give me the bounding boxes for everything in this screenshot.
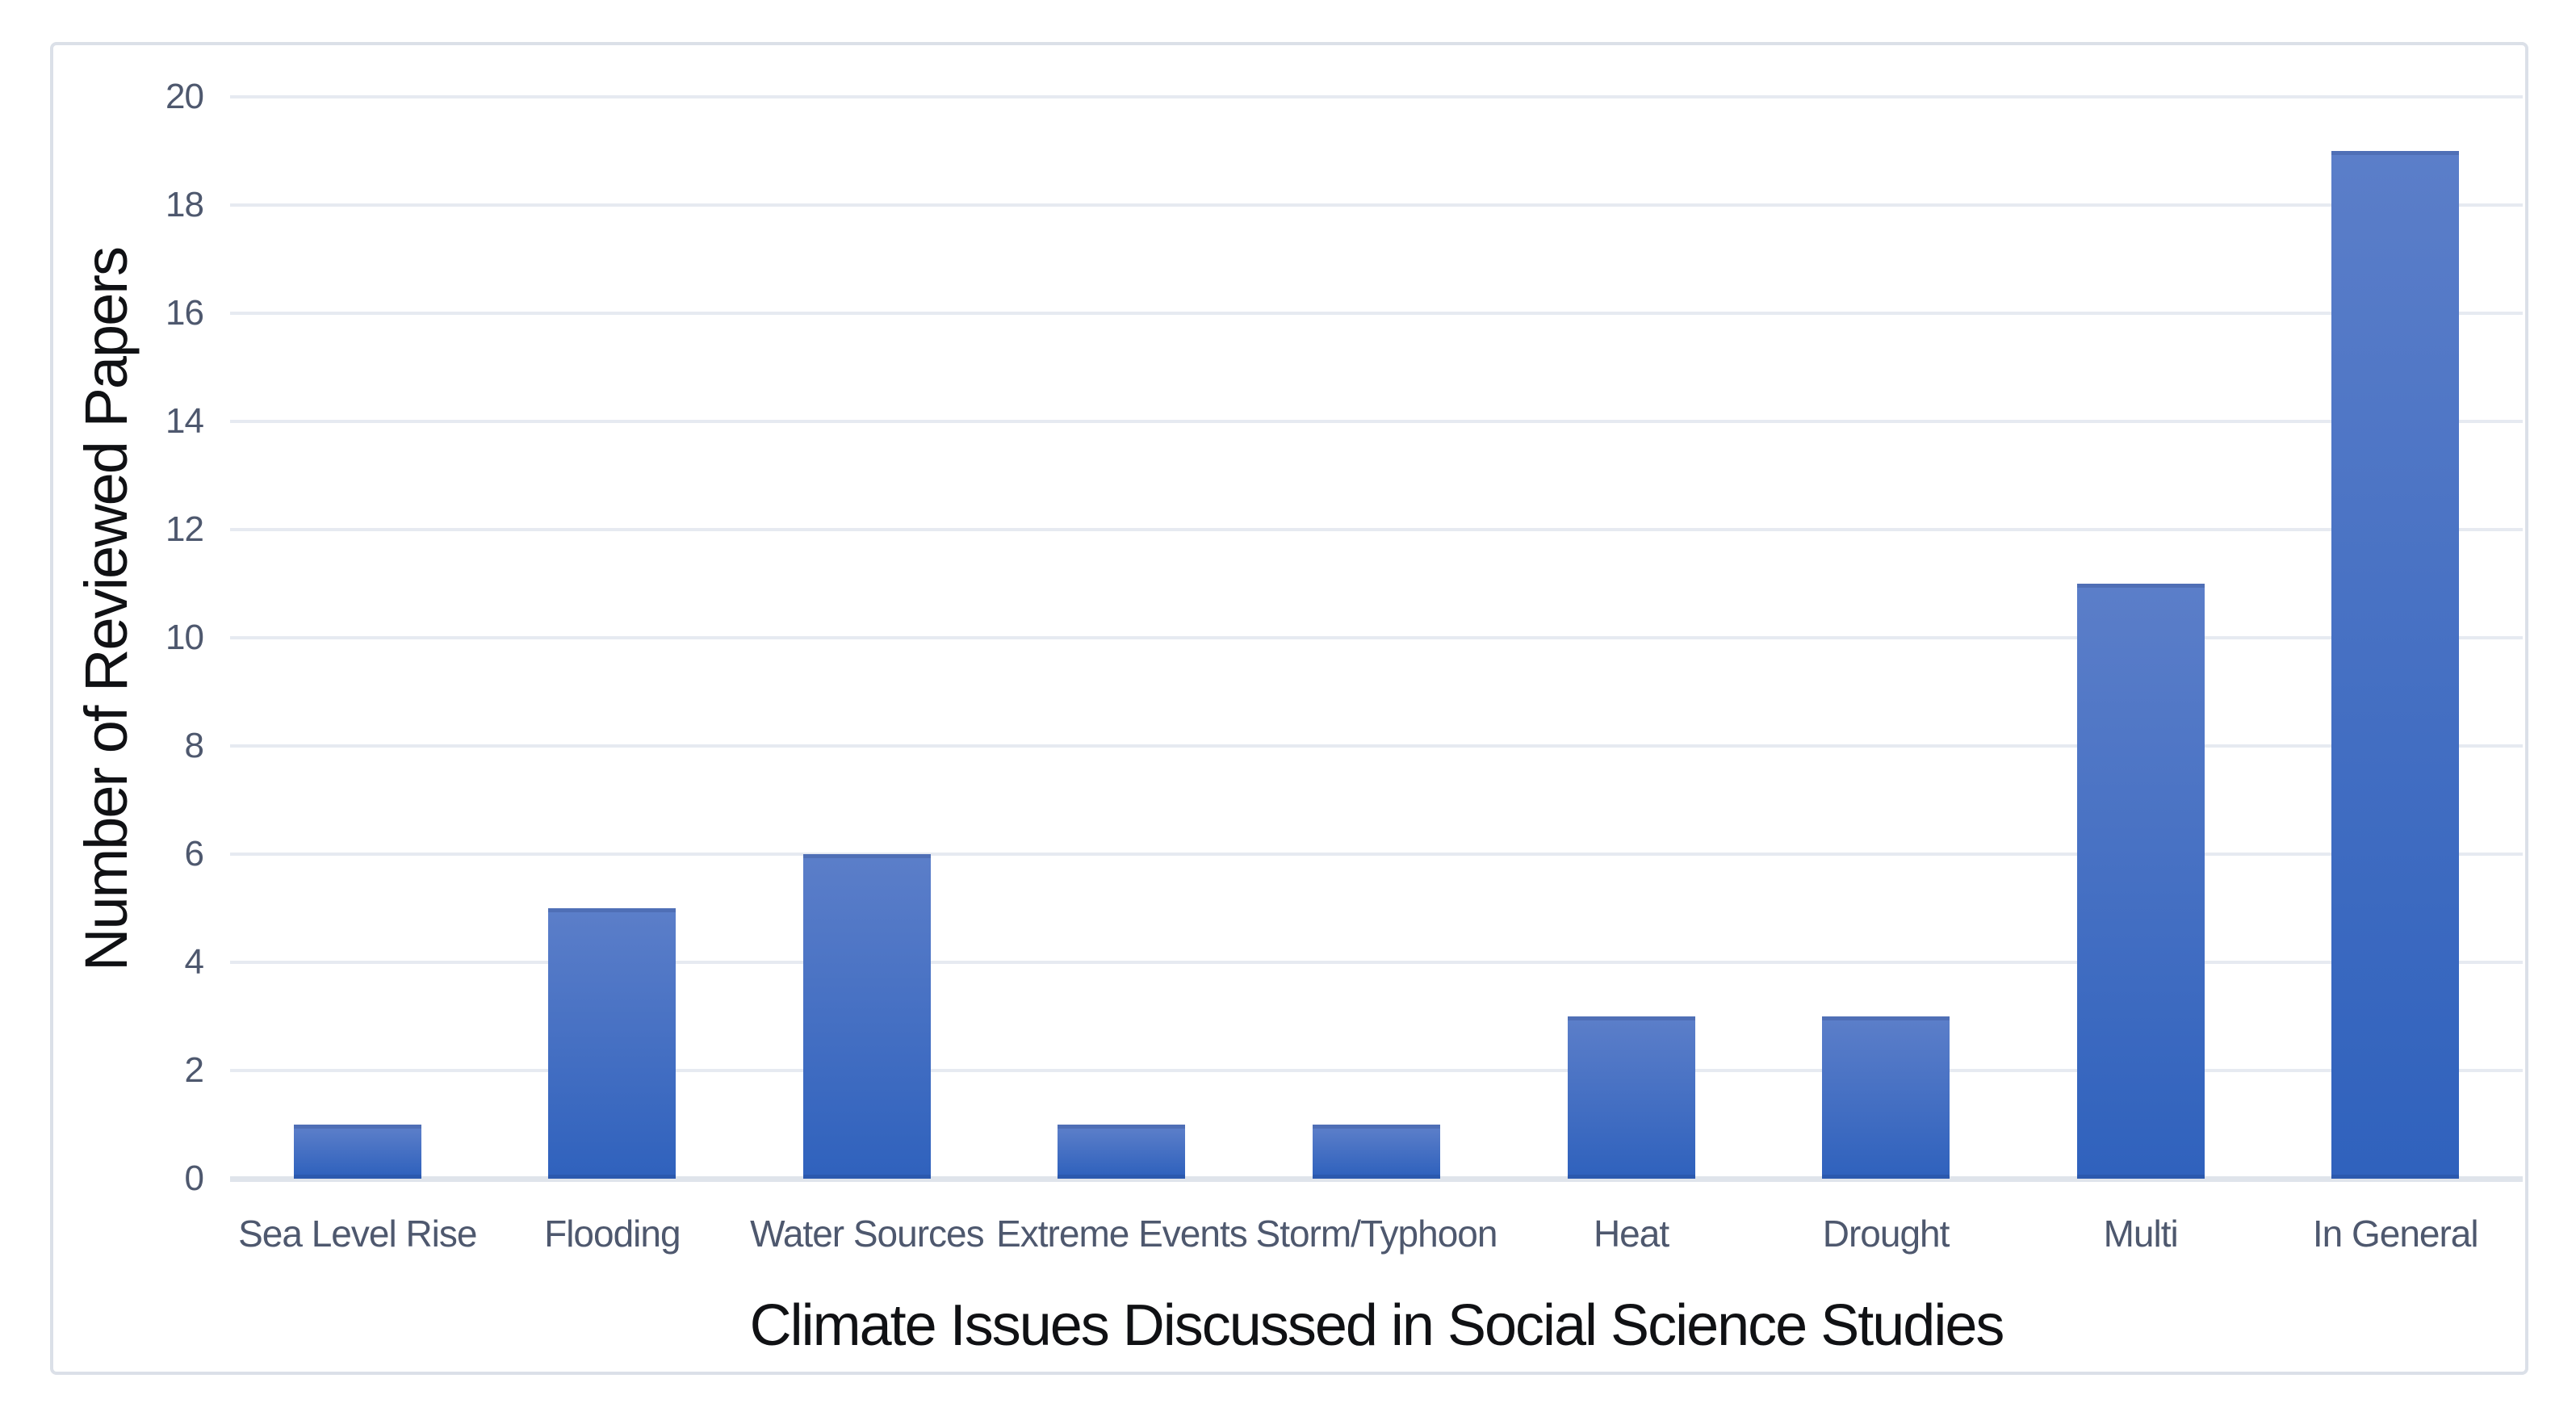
category-label-in-general: In General [2312,1213,2479,1255]
y-tick-label-14: 14 [165,401,204,441]
y-tick-label-2: 2 [184,1050,204,1090]
y-tick-label-16: 16 [165,293,204,333]
gridline-y-16 [230,312,2523,315]
y-tick-label-12: 12 [165,509,204,549]
bar-sea-level-rise [293,1125,421,1179]
category-label-sea-level-rise: Sea Level Rise [238,1213,477,1255]
gridline-y-10 [230,636,2523,639]
gridline-y-8 [230,744,2523,748]
y-tick-label-6: 6 [184,834,204,874]
y-tick-label-20: 20 [165,77,204,116]
x-axis-title: Climate Issues Discussed in Social Scien… [749,1293,2005,1358]
bar-drought [1822,1016,1950,1179]
y-tick-label-4: 4 [184,942,204,982]
bar-water-sources [802,854,931,1179]
bar-heat [1567,1016,1695,1179]
bar-multi [2076,584,2205,1179]
x-axis-line [230,1176,2523,1182]
category-label-extreme-events: Extreme Events [996,1213,1248,1255]
y-tick-label-18: 18 [165,185,204,224]
gridline-y-2 [230,1069,2523,1072]
category-label-flooding: Flooding [544,1213,681,1255]
bar-in-general [2331,151,2460,1179]
bar-flooding [548,908,676,1179]
category-label-water-sources: Water Sources [750,1213,985,1255]
gridline-y-6 [230,853,2523,856]
y-tick-label-10: 10 [165,618,204,657]
category-label-multi: Multi [2103,1213,2179,1255]
bar-extreme-events [1058,1125,1186,1179]
category-label-storm-typhoon: Storm/Typhoon [1255,1213,1498,1255]
gridline-y-14 [230,420,2523,423]
gridline-y-4 [230,961,2523,964]
y-tick-label-0: 0 [184,1159,204,1198]
y-tick-label-8: 8 [184,726,204,765]
gridline-y-12 [230,528,2523,531]
category-label-drought: Drought [1822,1213,1950,1255]
category-label-heat: Heat [1593,1213,1669,1255]
gridline-y-18 [230,203,2523,207]
gridline-y-20 [230,95,2523,98]
bar-storm-typhoon [1313,1125,1440,1179]
